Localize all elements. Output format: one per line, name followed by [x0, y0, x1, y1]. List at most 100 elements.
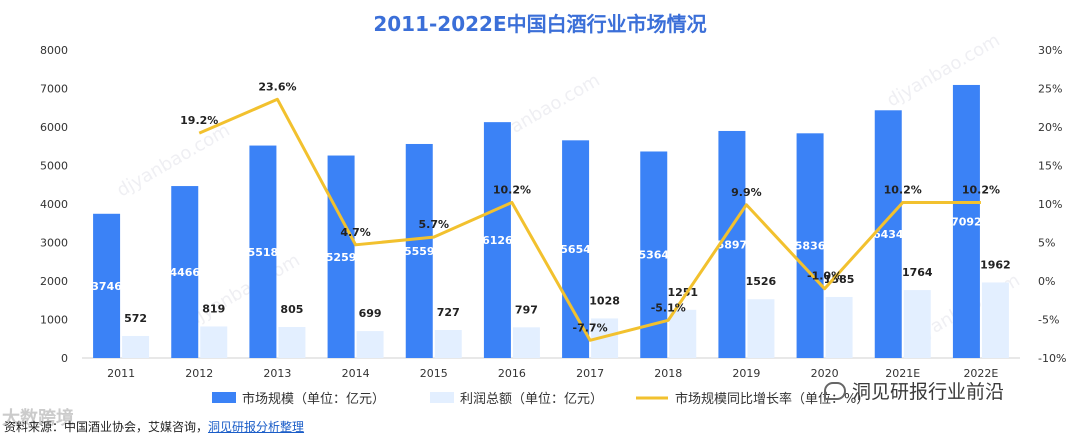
bar-market-label: 5897	[717, 238, 748, 251]
y-tick-label: 4000	[40, 198, 68, 211]
legend-swatch-profit	[430, 392, 454, 403]
bar-profit	[512, 327, 540, 358]
bar-market-label: 6126	[482, 234, 513, 247]
bar-market	[327, 155, 355, 358]
growth-label: 9.9%	[731, 186, 762, 199]
y-tick-label: 5000	[40, 160, 68, 173]
y2-tick-label: -5%	[1038, 314, 1059, 327]
growth-label: 19.2%	[180, 114, 218, 127]
source-note: 资料来源：中国酒业协会，艾媒咨询，洞见研报分析整理	[4, 418, 304, 435]
bar-market-label: 3746	[91, 280, 122, 293]
y2-tick-label: 10%	[1038, 198, 1062, 211]
legend-label-market: 市场规模（单位：亿元）	[242, 391, 385, 407]
y2-tick-label: 0%	[1038, 275, 1055, 288]
y2-tick-label: 15%	[1038, 160, 1062, 173]
bar-market-label: 5259	[326, 251, 357, 264]
source-prefix: 资料来源：中国酒业协会，艾媒咨询，	[4, 420, 209, 434]
bar-market	[405, 143, 433, 358]
growth-line	[198, 97, 981, 342]
y2-tick-label: 20%	[1038, 121, 1062, 134]
y2-tick-label: 25%	[1038, 83, 1062, 96]
bar-profit-label: 1526	[746, 275, 777, 288]
x-tick-label: 2017	[576, 367, 604, 380]
bar-profit-label: 699	[359, 307, 382, 320]
x-tick-label: 2014	[342, 367, 370, 380]
bar-market-label: 5518	[248, 246, 279, 259]
bar-profit-label: 805	[280, 303, 303, 316]
x-tick-label: 2019	[732, 367, 760, 380]
chat-bubble-icon	[824, 381, 846, 400]
bar-profit	[669, 309, 697, 358]
legend-label-growth: 市场规模同比增长率（单位：%）	[675, 391, 869, 407]
x-tick-label: 2012	[185, 367, 213, 380]
bar-market-label: 5654	[560, 243, 591, 256]
x-tick-label: 2013	[263, 367, 291, 380]
source-link[interactable]: 洞见研报分析整理	[208, 420, 305, 434]
bar-profit	[200, 326, 228, 358]
bar-profit-label: 1028	[589, 294, 620, 307]
y2-tick-label: -10%	[1038, 352, 1066, 365]
growth-label: 4.7%	[340, 226, 371, 239]
growth-label: 10.2%	[493, 183, 531, 196]
y-tick-label: 3000	[40, 237, 68, 250]
growth-label: -7.7%	[573, 321, 608, 334]
brand-label: 洞见研报行业前沿	[824, 377, 1004, 404]
brand-text: 洞见研报行业前沿	[852, 381, 1005, 403]
bar-profit	[122, 335, 150, 358]
x-tick-label: 2015	[420, 367, 448, 380]
x-tick-label: 2016	[498, 367, 526, 380]
bar-market-label: 4466	[169, 266, 200, 279]
growth-label: 23.6%	[258, 80, 296, 93]
bar-profit	[278, 327, 306, 358]
bar-market-label: 5559	[404, 245, 435, 258]
bar-profit	[434, 330, 462, 358]
y-tick-label: 1000	[40, 314, 68, 327]
bar-market	[952, 84, 980, 358]
bar-market	[796, 133, 824, 358]
bar-profit-label: 727	[437, 306, 460, 319]
x-tick-label: 2011	[107, 367, 135, 380]
growth-label: -1.0%	[807, 270, 842, 283]
corner-watermark: 大数跨境	[2, 408, 74, 429]
bar-market-label: 5364	[638, 249, 669, 262]
bar-profit-label: 1962	[980, 258, 1011, 271]
x-tick-label: 2018	[654, 367, 682, 380]
bar-market-label: 7092	[951, 215, 982, 228]
bar-market	[249, 145, 277, 358]
bar-profit-label: 572	[124, 312, 147, 325]
bar-market	[874, 110, 902, 358]
bar-profit-label: 797	[515, 303, 538, 316]
y-tick-label: 2000	[40, 275, 68, 288]
y-tick-label: 7000	[40, 83, 68, 96]
growth-label: -5.1%	[651, 301, 686, 314]
bar-market	[483, 122, 511, 358]
bar-profit	[903, 290, 931, 358]
legend-label-profit: 利润总额（单位：亿元）	[460, 392, 603, 407]
bar-profit-label: 819	[202, 302, 225, 315]
x-tick-label: 2022E	[963, 367, 998, 380]
y2-tick-label: 30%	[1038, 44, 1062, 57]
bar-profit	[981, 282, 1009, 358]
bar-market	[93, 213, 121, 358]
bar-profit	[825, 296, 853, 358]
growth-label: 10.2%	[962, 183, 1000, 196]
x-tick-label: 2021E	[885, 367, 920, 380]
legend-swatch-market	[212, 392, 236, 403]
bar-market-label: 5836	[795, 240, 826, 253]
y-tick-label: 6000	[40, 121, 68, 134]
y-tick-label: 8000	[40, 44, 68, 57]
growth-label: 5.7%	[418, 218, 449, 231]
bar-market	[562, 140, 590, 358]
x-tick-label: 2020	[811, 367, 839, 380]
y2-tick-label: 5%	[1038, 237, 1055, 250]
growth-label: 10.2%	[884, 183, 922, 196]
bar-profit	[747, 299, 775, 358]
bar-profit-label: 1764	[902, 266, 933, 279]
bar-profit	[356, 331, 384, 358]
bar-market-label: 6434	[873, 228, 904, 241]
chart-title: 2011-2022E中国白酒行业市场情况	[373, 12, 707, 36]
bar-market	[718, 130, 746, 358]
y-tick-label: 0	[61, 352, 68, 365]
bar-market	[171, 186, 199, 358]
